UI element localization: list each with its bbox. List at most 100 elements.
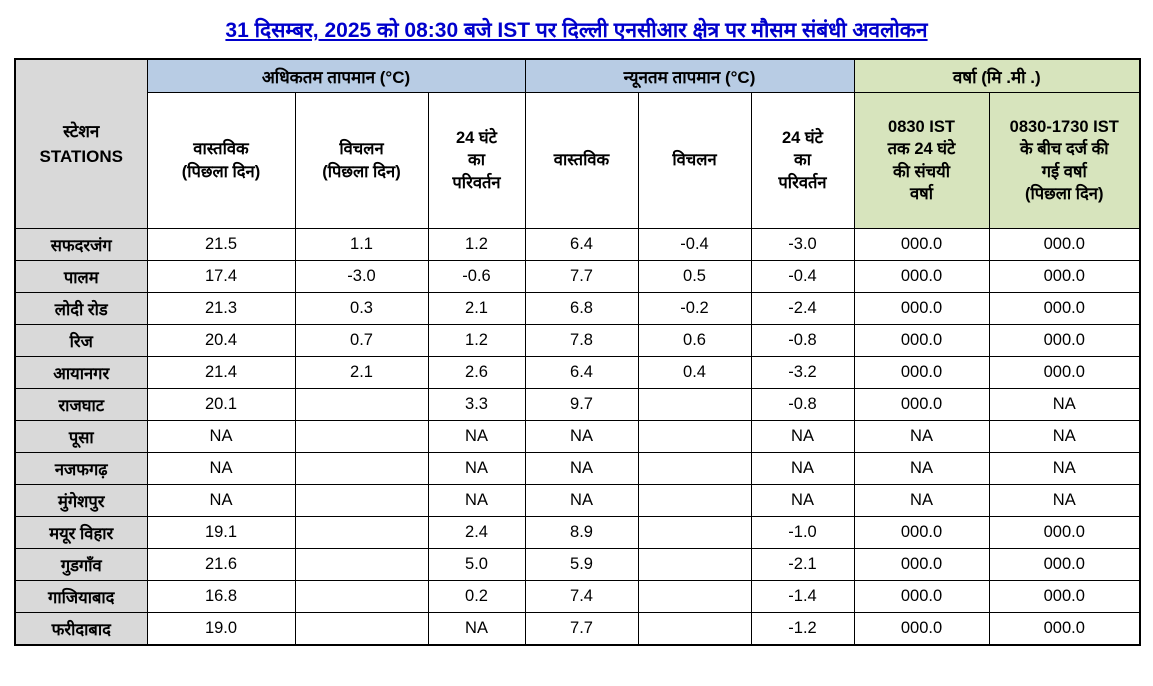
subheader-rainfall-0830: 0830 IST तक 24 घंटे की संचयी वर्षा bbox=[853, 92, 990, 229]
min-actual-cell: 8.9 bbox=[524, 516, 639, 549]
min-24hr-change-cell: -0.8 bbox=[750, 388, 855, 421]
max-departure-cell bbox=[294, 612, 429, 646]
group-header-rainfall: वर्षा (मि .मी .) bbox=[853, 58, 1141, 93]
min-actual-cell: 7.7 bbox=[524, 612, 639, 646]
min-actual-cell: 5.9 bbox=[524, 548, 639, 581]
max-departure-cell bbox=[294, 516, 429, 549]
rainfall-0830-cell: 000.0 bbox=[853, 324, 990, 357]
rainfall-0830-1730-cell: NA bbox=[988, 484, 1141, 517]
max-24hr-change-cell: 2.1 bbox=[427, 292, 526, 325]
max-actual-cell: 21.6 bbox=[146, 548, 296, 581]
rainfall-0830-cell: 000.0 bbox=[853, 228, 990, 261]
min-24hr-change-cell: -1.2 bbox=[750, 612, 855, 646]
subheader-rainfall-0830-1730: 0830-1730 IST के बीच दर्ज की गई वर्षा (प… bbox=[988, 92, 1141, 229]
table-header: स्टेशन STATIONS अधिकतम तापमान (°C) न्यून… bbox=[14, 58, 1141, 229]
station-header-hindi: स्टेशन bbox=[63, 121, 100, 141]
max-departure-cell bbox=[294, 452, 429, 485]
rainfall-0830-cell: 000.0 bbox=[853, 260, 990, 293]
station-name: लोदी रोड bbox=[14, 292, 148, 325]
table-body: सफदरजंग 21.5 1.1 1.2 6.4 -0.4 -3.0 000.0… bbox=[14, 228, 1141, 646]
min-departure-cell bbox=[637, 420, 752, 453]
max-24hr-change-cell: NA bbox=[427, 612, 526, 646]
min-actual-cell: NA bbox=[524, 420, 639, 453]
min-24hr-change-cell: -3.2 bbox=[750, 356, 855, 389]
min-departure-cell bbox=[637, 452, 752, 485]
page-title: 31 दिसम्बर, 2025 को 08:30 बजे IST पर दिल… bbox=[225, 19, 928, 42]
max-actual-cell: 19.1 bbox=[146, 516, 296, 549]
rainfall-0830-1730-cell: 000.0 bbox=[988, 260, 1141, 293]
min-actual-cell: 7.4 bbox=[524, 580, 639, 613]
max-departure-cell: -3.0 bbox=[294, 260, 429, 293]
min-departure-cell: 0.4 bbox=[637, 356, 752, 389]
rainfall-0830-1730-cell: 000.0 bbox=[988, 516, 1141, 549]
rainfall-0830-cell: 000.0 bbox=[853, 612, 990, 646]
max-actual-cell: 19.0 bbox=[146, 612, 296, 646]
rainfall-0830-1730-cell: 000.0 bbox=[988, 580, 1141, 613]
table-row: गाजियाबाद 16.8 0.2 7.4 -1.4 000.0 000.0 bbox=[14, 580, 1141, 613]
min-actual-cell: 7.8 bbox=[524, 324, 639, 357]
rainfall-0830-1730-cell: 000.0 bbox=[988, 324, 1141, 357]
rainfall-0830-cell: 000.0 bbox=[853, 580, 990, 613]
max-24hr-change-cell: 1.2 bbox=[427, 228, 526, 261]
max-departure-cell bbox=[294, 420, 429, 453]
station-name: मयूर विहार bbox=[14, 516, 148, 549]
max-24hr-change-cell: 2.6 bbox=[427, 356, 526, 389]
max-departure-cell: 2.1 bbox=[294, 356, 429, 389]
min-actual-cell: 6.4 bbox=[524, 228, 639, 261]
max-actual-cell: NA bbox=[146, 484, 296, 517]
subheader-max-departure: विचलन (पिछला दिन) bbox=[294, 92, 429, 229]
max-departure-cell bbox=[294, 388, 429, 421]
rainfall-0830-cell: 000.0 bbox=[853, 356, 990, 389]
station-name: सफदरजंग bbox=[14, 228, 148, 261]
station-name: रिज bbox=[14, 324, 148, 357]
station-column-header: स्टेशन STATIONS bbox=[14, 58, 148, 229]
min-departure-cell bbox=[637, 580, 752, 613]
subheader-max-24hr-change: 24 घंटे का परिवर्तन bbox=[427, 92, 526, 229]
rainfall-0830-cell: 000.0 bbox=[853, 388, 990, 421]
max-24hr-change-cell: 3.3 bbox=[427, 388, 526, 421]
max-actual-cell: 17.4 bbox=[146, 260, 296, 293]
min-24hr-change-cell: NA bbox=[750, 452, 855, 485]
rainfall-0830-1730-cell: 000.0 bbox=[988, 612, 1141, 646]
min-actual-cell: 7.7 bbox=[524, 260, 639, 293]
table-row: राजघाट 20.1 3.3 9.7 -0.8 000.0 NA bbox=[14, 388, 1141, 421]
min-24hr-change-cell: -1.0 bbox=[750, 516, 855, 549]
max-departure-cell bbox=[294, 580, 429, 613]
subheader-min-24hr-change: 24 घंटे का परिवर्तन bbox=[750, 92, 855, 229]
min-departure-cell: 0.5 bbox=[637, 260, 752, 293]
table-row: मयूर विहार 19.1 2.4 8.9 -1.0 000.0 000.0 bbox=[14, 516, 1141, 549]
table-row: पालम 17.4 -3.0 -0.6 7.7 0.5 -0.4 000.0 0… bbox=[14, 260, 1141, 293]
table-row: लोदी रोड 21.3 0.3 2.1 6.8 -0.2 -2.4 000.… bbox=[14, 292, 1141, 325]
max-actual-cell: NA bbox=[146, 420, 296, 453]
max-departure-cell bbox=[294, 484, 429, 517]
rainfall-0830-1730-cell: 000.0 bbox=[988, 228, 1141, 261]
table-row: गुडगाँव 21.6 5.0 5.9 -2.1 000.0 000.0 bbox=[14, 548, 1141, 581]
table-row: पूसा NA NA NA NA NA NA bbox=[14, 420, 1141, 453]
max-actual-cell: 16.8 bbox=[146, 580, 296, 613]
max-actual-cell: 21.4 bbox=[146, 356, 296, 389]
max-departure-cell: 0.3 bbox=[294, 292, 429, 325]
table-row: रिज 20.4 0.7 1.2 7.8 0.6 -0.8 000.0 000.… bbox=[14, 324, 1141, 357]
subheader-min-actual: वास्तविक bbox=[524, 92, 639, 229]
table-row: आयानगर 21.4 2.1 2.6 6.4 0.4 -3.2 000.0 0… bbox=[14, 356, 1141, 389]
table-row: नजफगढ़ NA NA NA NA NA NA bbox=[14, 452, 1141, 485]
min-24hr-change-cell: -1.4 bbox=[750, 580, 855, 613]
group-header-row: स्टेशन STATIONS अधिकतम तापमान (°C) न्यून… bbox=[14, 58, 1141, 229]
rainfall-0830-cell: NA bbox=[853, 484, 990, 517]
rainfall-0830-1730-cell: 000.0 bbox=[988, 356, 1141, 389]
rainfall-0830-1730-cell: 000.0 bbox=[988, 292, 1141, 325]
max-24hr-change-cell: NA bbox=[427, 420, 526, 453]
station-name: आयानगर bbox=[14, 356, 148, 389]
table-row: फरीदाबाद 19.0 NA 7.7 -1.2 000.0 000.0 bbox=[14, 612, 1141, 646]
min-24hr-change-cell: -2.4 bbox=[750, 292, 855, 325]
min-departure-cell bbox=[637, 612, 752, 646]
rainfall-0830-1730-cell: NA bbox=[988, 420, 1141, 453]
station-name: मुंगेशपुर bbox=[14, 484, 148, 517]
min-departure-cell bbox=[637, 548, 752, 581]
max-departure-cell bbox=[294, 548, 429, 581]
max-actual-cell: 20.4 bbox=[146, 324, 296, 357]
min-departure-cell bbox=[637, 484, 752, 517]
station-name: पूसा bbox=[14, 420, 148, 453]
max-actual-cell: 21.3 bbox=[146, 292, 296, 325]
min-24hr-change-cell: NA bbox=[750, 484, 855, 517]
